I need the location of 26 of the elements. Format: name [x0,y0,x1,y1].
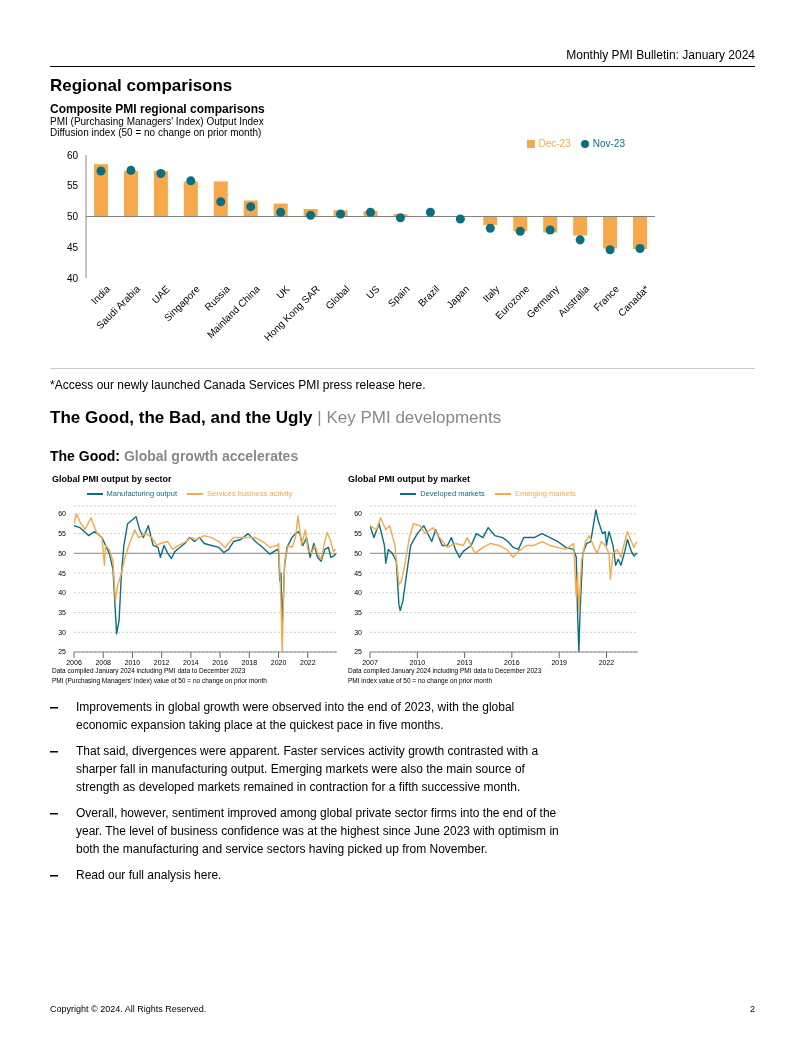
chart-title: Global PMI output by sector [52,474,173,484]
text: Overall, however, sentiment improved among global private sector firms into the end of the year. The level of business confidence was at the highest since June 2023 with optimism in both the manufacturing and service sectors having picked up from November. [76,805,560,858]
y-tick-label: 60 [66,149,79,161]
text: 2 [749,1004,755,1014]
text: Regional comparisons [50,76,233,96]
x-tick-label: India [88,282,113,307]
text: *Access our newly launched Canada Services PMI press release here. [50,378,426,392]
y-tick-label: 50 [66,211,79,223]
y-tick-label: 40 [66,272,79,284]
y-tick-label: 45 [66,241,79,253]
y-tick-label: 55 [66,180,79,192]
x-tick-label: US [363,283,382,301]
x-tick-label: UK [274,283,292,301]
legend-label: Dec-23 [538,138,571,149]
text: Read our full analysis here. [76,867,222,884]
text: The Good: Global growth accelerates [50,448,299,464]
text: That said, divergences were apparent. Faster services activity growth contrasted with a sharper fall in manufacturing output. Emerging markets were also the main source of strength as developed markets remained in contraction for a fifth successive month. [76,743,540,796]
text: Copyright © 2024. All Rights Reserved. [50,1004,207,1014]
y-axis-title: Diffusion index (50 = no change on prior month) [50,127,263,138]
text: The Good, the Bad, and the Ugly | Key PMI developments [50,408,502,427]
legend-label: Nov-23 [592,138,625,149]
chart-title: Global PMI output by market [348,474,471,484]
chart-subtitle: PMI (Purchasing Managers' Index) Output Index [50,116,265,127]
text: Monthly PMI Bulletin: January 2024 [565,48,755,62]
text: Improvements in global growth were observed into the end of 2023, with the global economic expansion taking place at the quickest pace in five months. [76,699,516,734]
chart-title: Composite PMI regional comparisons [50,102,266,116]
